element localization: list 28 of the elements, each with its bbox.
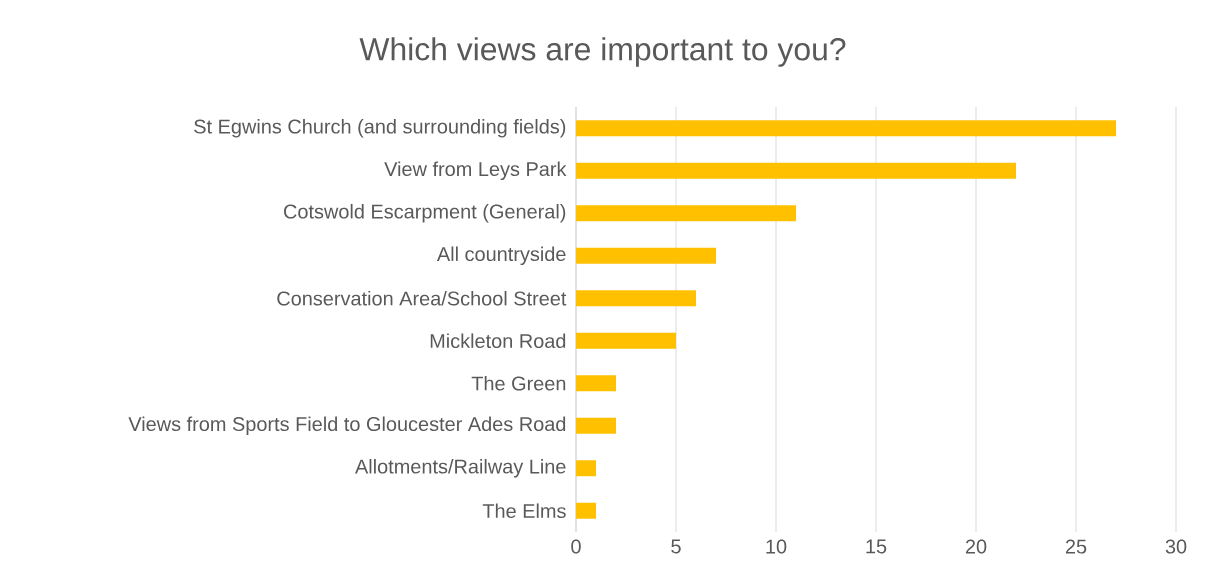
x-tick-label: 10 [766, 539, 787, 554]
chart-title: Which views are important to you? [359, 37, 846, 67]
x-tick-label: 15 [866, 539, 887, 554]
bar [576, 162, 1016, 179]
bar [576, 290, 697, 307]
x-tick-label: 25 [1065, 539, 1087, 554]
bar [576, 460, 597, 477]
x-tick-label: 30 [1165, 539, 1187, 554]
y-tick-label: Conservation Area/School Street [277, 290, 567, 306]
bar [576, 375, 616, 392]
y-tick-label: Views from Sports Field to Gloucester Ades Road [128, 416, 566, 436]
bar [576, 332, 676, 349]
y-tick-label: Mickleton Road [430, 333, 566, 349]
y-tick-label: Allotments/Railway Line [355, 458, 566, 478]
y-tick-label: View from Leys Park [384, 161, 567, 181]
y-tick-label: All countryside [436, 246, 566, 266]
y-tick-label: St Egwins Church (and surrounding fields) [194, 118, 566, 138]
y-tick-label: The Elms [482, 503, 566, 519]
y-tick-label: The Green [471, 375, 566, 391]
bar [576, 120, 1116, 137]
x-tick-label: 20 [965, 539, 987, 554]
bar [576, 247, 717, 264]
x-tick-label: 5 [671, 539, 681, 554]
bar [576, 417, 616, 434]
y-tick-label: Cotswold Escarpment (General) [284, 203, 566, 223]
bar [576, 205, 797, 222]
x-tick-label: 0 [571, 539, 581, 554]
bar [576, 502, 597, 519]
